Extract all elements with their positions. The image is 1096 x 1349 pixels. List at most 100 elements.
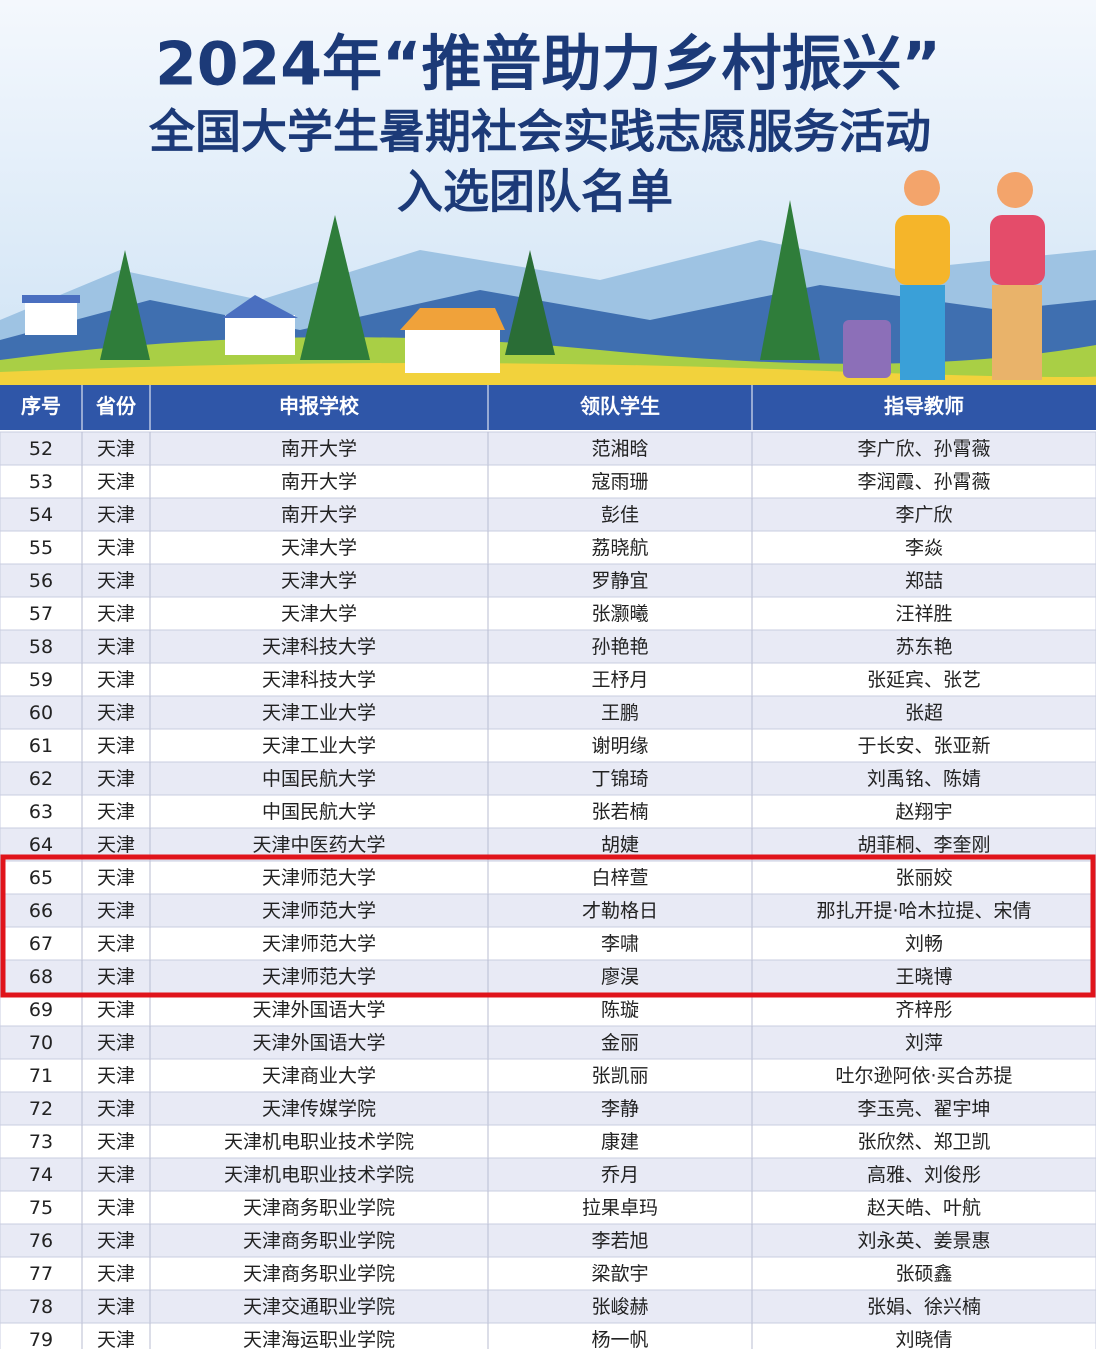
table-cell: 天津 [97,933,135,955]
table-cell: 郑喆 [905,570,943,592]
table-cell: 荔晓航 [591,537,648,559]
table-cell: 张超 [905,702,943,724]
table-cell: 谢明缘 [591,735,648,757]
table-cell: 南开大学 [281,504,357,526]
table-cell: 刘晓倩 [895,1329,952,1349]
table-cell: 76 [29,1230,53,1252]
table-cell: 天津 [97,801,135,823]
table-cell: 天津 [97,570,135,592]
table-row [0,1223,1096,1258]
column-header: 省份 [95,394,137,418]
table-row [0,431,1096,466]
table-cell: 天津 [97,1164,135,1186]
table-cell: 天津科技大学 [262,669,376,691]
table-cell: 康建 [601,1131,639,1153]
table-cell: 60 [29,702,53,724]
table-cell: 69 [29,999,53,1021]
table-row [0,926,1096,961]
table-cell: 寇雨珊 [591,471,648,493]
table-row [0,629,1096,664]
table-cell: 天津师范大学 [262,900,376,922]
table-cell: 天津 [97,438,135,460]
table-row [0,497,1096,532]
table-cell: 中国民航大学 [262,801,376,823]
header-row [0,385,1096,430]
column-header: 指导教师 [884,394,964,418]
table-cell: 梁歆宇 [591,1263,648,1285]
table-cell: 63 [29,801,53,823]
table-cell: 杨一帆 [591,1329,648,1349]
table-cell: 李静 [601,1098,639,1120]
table-cell: 天津 [97,966,135,988]
table-row [0,860,1096,895]
table-row [0,1157,1096,1192]
table-cell: 57 [29,603,53,625]
table-cell: 苏东艳 [895,636,952,658]
table-cell: 天津商务职业学院 [243,1197,395,1219]
table-cell: 61 [29,735,53,757]
table-cell: 天津 [97,636,135,658]
table-cell: 天津 [97,1065,135,1087]
table-cell: 74 [29,1164,53,1186]
table-cell: 54 [29,504,53,526]
highlight-box [0,854,1096,998]
table-cell: 天津 [97,669,135,691]
table-cell: 罗静宜 [591,570,648,592]
table-cell: 67 [29,933,53,955]
banner [0,0,1096,385]
table-cell: 张若楠 [591,801,648,823]
table-cell: 天津大学 [281,570,357,592]
table-row [0,728,1096,763]
table-cell: 才勒格日 [582,900,658,922]
table-cell: 天津 [97,768,135,790]
table-cell: 王晓博 [895,966,952,988]
table-cell: 天津大学 [281,603,357,625]
table-cell: 王杼月 [591,669,648,691]
table-cell: 天津 [97,471,135,493]
table-cell: 李玉亮、翟宇坤 [857,1098,990,1120]
table-cell: 58 [29,636,53,658]
table-row [0,1289,1096,1324]
table-cell: 72 [29,1098,53,1120]
table-cell: 55 [29,537,53,559]
table-cell: 李广欣 [895,504,952,526]
table-cell: 张硕鑫 [895,1263,952,1285]
table-cell: 廖淏 [601,966,639,988]
table-row [0,1124,1096,1159]
table-cell: 刘萍 [905,1032,943,1054]
table-row [0,464,1096,499]
table-cell: 天津机电职业技术学院 [224,1164,414,1186]
table-cell: 53 [29,471,53,493]
table-cell: 75 [29,1197,53,1219]
table-row [0,1025,1096,1060]
table-cell: 66 [29,900,53,922]
table-cell: 拉果卓玛 [582,1197,658,1219]
table-cell: 那扎开提·哈木拉提、宋倩 [816,900,1031,922]
table-cell: 李啸 [601,933,639,955]
table-cell: 77 [29,1263,53,1285]
table-cell: 天津 [97,702,135,724]
title-line: 2024年“推普助力乡村振兴” [155,30,941,100]
table-row [0,794,1096,829]
table-cell: 孙艳艳 [591,636,648,658]
table-cell: 天津工业大学 [262,702,376,724]
table-cell: 天津师范大学 [262,966,376,988]
table-cell: 64 [29,834,53,856]
table-cell: 张丽姣 [895,867,952,889]
table-cell: 78 [29,1296,53,1318]
table-cell: 52 [29,438,53,460]
table-cell: 天津师范大学 [262,867,376,889]
table-cell: 天津商业大学 [262,1065,376,1087]
table-cell: 天津中医药大学 [252,834,385,856]
table-cell: 71 [29,1065,53,1087]
table-cell: 中国民航大学 [262,768,376,790]
table-cell: 天津 [97,735,135,757]
table-cell: 天津 [97,1230,135,1252]
column-header: 序号 [21,394,61,418]
table-cell: 丁锦琦 [591,768,648,790]
table-row [0,563,1096,598]
table-cell: 赵天皓、叶航 [867,1197,981,1219]
table-cell: 天津 [97,1263,135,1285]
table-row [0,695,1096,730]
